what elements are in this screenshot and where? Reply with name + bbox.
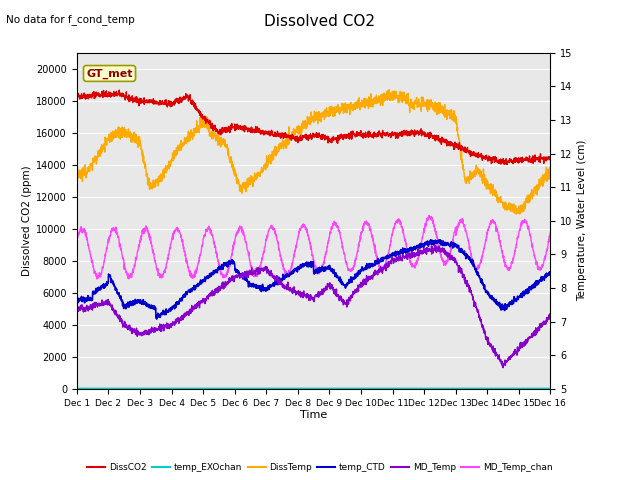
X-axis label: Time: Time: [300, 410, 327, 420]
Text: GT_met: GT_met: [86, 68, 132, 79]
Text: Dissolved CO2: Dissolved CO2: [264, 14, 376, 29]
Text: No data for f_cond_temp: No data for f_cond_temp: [6, 14, 135, 25]
Y-axis label: Temperature, Water Level (cm): Temperature, Water Level (cm): [577, 140, 587, 301]
Legend: DissCO2, temp_EXOchan, DissTemp, temp_CTD, MD_Temp, MD_Temp_chan: DissCO2, temp_EXOchan, DissTemp, temp_CT…: [84, 459, 556, 476]
Y-axis label: Dissolved CO2 (ppm): Dissolved CO2 (ppm): [22, 166, 32, 276]
